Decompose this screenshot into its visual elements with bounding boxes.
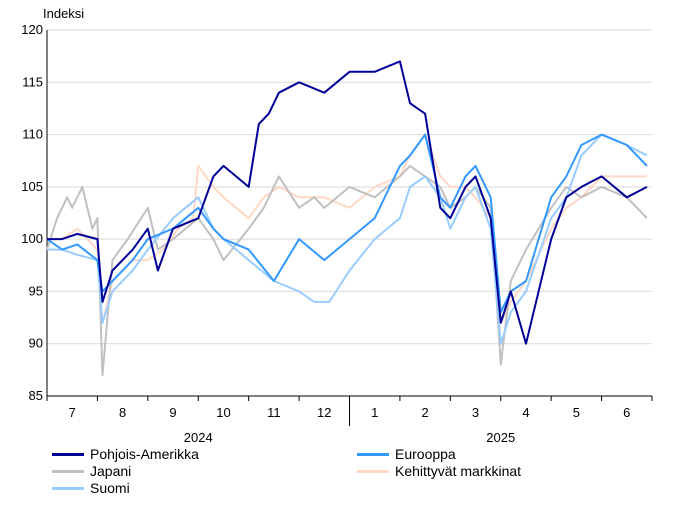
x-tick-label: 2 xyxy=(422,405,429,420)
x-tick-label: 1 xyxy=(371,405,378,420)
y-tick-label: 95 xyxy=(29,283,43,298)
year-label: 2024 xyxy=(184,430,213,445)
x-tick-label: 5 xyxy=(573,405,580,420)
y-tick-label: 105 xyxy=(21,179,43,194)
x-tick-label: 9 xyxy=(169,405,176,420)
y-axis-label: Indeksi xyxy=(43,6,84,21)
series-line-5 xyxy=(47,133,648,345)
y-tick-label: 90 xyxy=(29,336,43,351)
y-tick-label: 100 xyxy=(21,231,43,246)
x-tick-label: 11 xyxy=(267,405,281,420)
y-tick-label: 85 xyxy=(29,388,43,403)
x-tick-label: 8 xyxy=(119,405,126,420)
x-tick-label: 10 xyxy=(216,405,230,420)
year-label: 2025 xyxy=(486,430,515,445)
x-tick-label: 7 xyxy=(69,405,76,420)
x-tick-label: 6 xyxy=(623,405,630,420)
y-tick-label: 110 xyxy=(22,127,43,142)
x-tick-label: 12 xyxy=(317,405,331,420)
series-line-4 xyxy=(47,133,647,324)
x-tick-label: 4 xyxy=(522,405,529,420)
series-line-2 xyxy=(46,133,648,314)
series-line-3 xyxy=(46,164,648,377)
x-tick-label: 3 xyxy=(472,405,479,420)
y-tick-label: 120 xyxy=(21,22,43,37)
y-tick-label: 115 xyxy=(22,74,43,89)
series-line-1 xyxy=(47,60,648,345)
